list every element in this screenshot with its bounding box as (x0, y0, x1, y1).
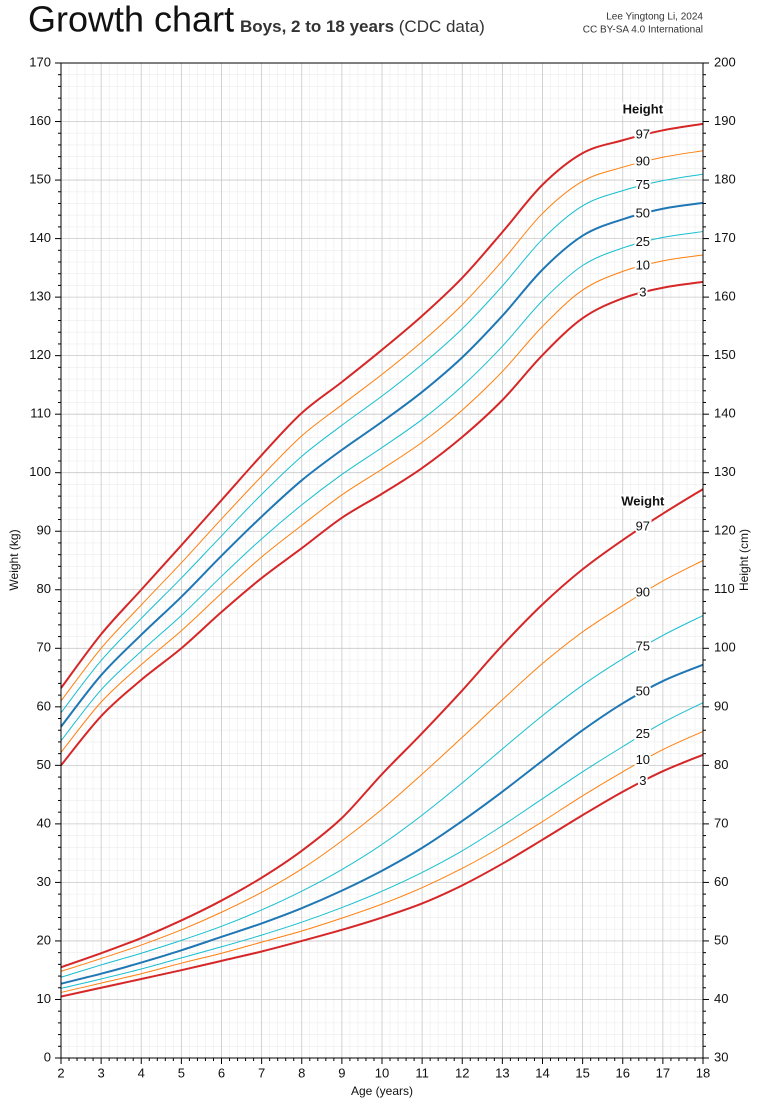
x-tick-label: 18 (696, 1065, 710, 1080)
y-tick-label: 120 (29, 347, 51, 362)
y2-tick-label: 50 (714, 932, 728, 947)
percentile-label: 97 (636, 518, 650, 533)
y-tick-label: 50 (37, 757, 51, 772)
y-axis-label: Weight (kg) (7, 529, 21, 590)
x-tick-label: 6 (218, 1065, 225, 1080)
y-tick-label: 80 (37, 581, 51, 596)
percentile-curve (60, 254, 704, 753)
x-tick-label: 13 (495, 1065, 509, 1080)
grid: 2 3 4 5 6 7 8 9 10 11 12 13 14 15 16 17 1801020304050607… (29, 54, 735, 1080)
y-tick-label: 100 (29, 464, 51, 479)
subtitle: Boys, 2 to 18 years (240, 17, 394, 36)
percentile-curve (60, 702, 704, 989)
y-tick-label: 20 (37, 932, 51, 947)
chart-subtitle: Boys, 2 to 18 years (CDC data) (240, 17, 485, 36)
y-tick-label: 90 (37, 523, 51, 538)
percentile-label: 75 (636, 177, 650, 192)
group-label: Weight (621, 493, 665, 508)
plot-frame (60, 62, 704, 1059)
percentile-curve (60, 280, 704, 766)
y2-tick-label: 200 (714, 54, 736, 69)
percentile-curve (60, 488, 704, 969)
x-tick-label: 17 (656, 1065, 670, 1080)
percentile-label: 10 (636, 258, 650, 273)
percentile-label: 25 (636, 234, 650, 249)
y2-tick-label: 90 (714, 698, 728, 713)
x-axis-label: Age (years) (351, 1084, 413, 1098)
percentile-curve (60, 615, 704, 978)
percentile-curve (60, 201, 704, 728)
y-tick-label: 130 (29, 289, 51, 304)
y2-tick-label: 100 (714, 640, 736, 655)
labels: 97 90 75 50 25 10 3 97 90 75 50 25 10 3 Height Weight (619, 100, 667, 790)
y2-tick-label: 120 (714, 523, 736, 538)
x-tick-label: 2 (57, 1065, 64, 1080)
y-tick-label: 140 (29, 230, 51, 245)
y2-tick-label: 130 (714, 464, 736, 479)
y2-tick-label: 60 (714, 874, 728, 889)
x-tick-label: 11 (415, 1065, 429, 1080)
x-tick-label: 7 (258, 1065, 265, 1080)
percentile-label: 90 (636, 585, 650, 600)
percentile-curve (60, 231, 704, 742)
y2-tick-label: 160 (714, 289, 736, 304)
x-tick-label: 10 (375, 1065, 389, 1080)
y2-tick-label: 110 (714, 581, 735, 596)
percentile-curve (60, 560, 704, 972)
percentile-curve (60, 122, 704, 689)
y2-tick-label: 190 (714, 113, 736, 128)
y-tick-label: 10 (37, 991, 51, 1006)
percentile-label: 3 (639, 284, 646, 299)
y2-tick-label: 70 (714, 815, 728, 830)
percentile-label: 3 (639, 773, 646, 788)
credit: Lee Yingtong Li, 2024 (606, 12, 703, 23)
percentile-label: 50 (636, 205, 650, 220)
percentile-curve (60, 150, 704, 702)
y2-tick-label: 170 (714, 230, 736, 245)
y2-tick-label: 140 (714, 406, 736, 421)
x-tick-label: 15 (575, 1065, 589, 1080)
y2-tick-label: 40 (714, 991, 728, 1006)
x-tick-label: 8 (298, 1065, 305, 1080)
y2-tick-label: 30 (714, 1049, 728, 1064)
subtitle-note: (CDC data) (399, 17, 485, 36)
x-tick-label: 4 (138, 1065, 145, 1080)
percentile-curve (60, 730, 704, 993)
credit: CC BY-SA 4.0 International (583, 25, 703, 36)
percentile-label: 10 (636, 752, 650, 767)
x-tick-label: 16 (616, 1065, 630, 1080)
percentile-label: 90 (636, 154, 650, 169)
percentile-label: 50 (636, 684, 650, 699)
y-tick-label: 170 (29, 54, 51, 69)
group-label: Height (623, 102, 664, 117)
chart-title: Growth chart (28, 0, 234, 40)
curves (60, 122, 704, 998)
percentile-curve (60, 753, 704, 998)
y2-tick-label: 180 (714, 171, 736, 186)
percentile-label: 25 (636, 726, 650, 741)
percentile-curve (60, 663, 704, 985)
y-tick-label: 40 (37, 815, 51, 830)
percentile-curve (60, 173, 704, 713)
x-tick-label: 12 (455, 1065, 469, 1080)
y2-tick-label: 150 (714, 347, 736, 362)
y2-tick-label: 80 (714, 757, 728, 772)
y-tick-label: 70 (37, 640, 51, 655)
x-tick-label: 14 (535, 1065, 549, 1080)
y-tick-label: 150 (29, 171, 51, 186)
x-tick-label: 5 (178, 1065, 185, 1080)
percentile-label: 97 (636, 127, 650, 142)
y-tick-label: 30 (37, 874, 51, 889)
percentile-label: 75 (636, 639, 650, 654)
x-tick-label: 9 (338, 1065, 345, 1080)
y-tick-label: 0 (44, 1049, 51, 1064)
y2-axis-label: Height (cm) (737, 529, 751, 591)
x-tick-label: 3 (98, 1065, 105, 1080)
y-tick-label: 160 (29, 113, 51, 128)
y-tick-label: 110 (30, 406, 51, 421)
y-tick-label: 60 (37, 698, 51, 713)
